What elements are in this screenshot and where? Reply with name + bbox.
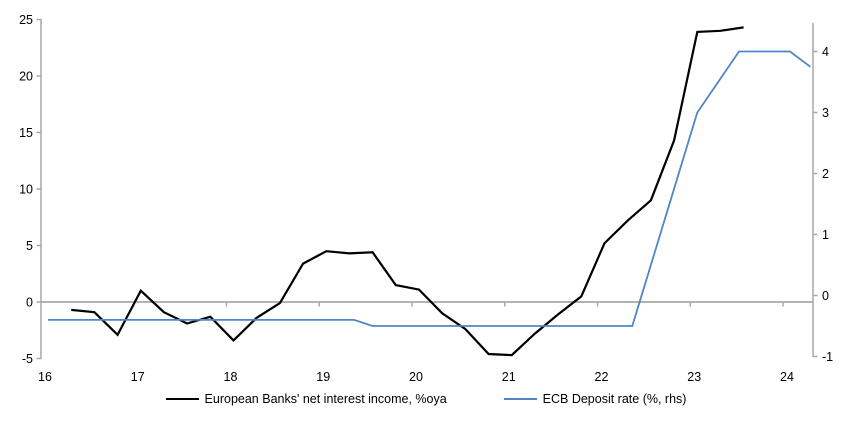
x-tick-label: 16 bbox=[38, 370, 52, 384]
y-right-tick-label: -1 bbox=[822, 350, 833, 364]
chart-legend: European Banks' net interest income, %oy… bbox=[0, 393, 852, 406]
legend-line-swatch-black bbox=[165, 398, 199, 401]
x-tick-label: 23 bbox=[687, 370, 701, 384]
y-right-tick-label: 4 bbox=[822, 45, 829, 59]
y-left-tick-label: 15 bbox=[19, 126, 33, 140]
x-tick-label: 17 bbox=[131, 370, 145, 384]
y-right-tick-label: 1 bbox=[822, 228, 829, 242]
y-left-tick-label: 20 bbox=[19, 70, 33, 84]
series-ecb-deposit-rate bbox=[48, 50, 811, 327]
legend-label-net-interest-income: European Banks' net interest income, %oy… bbox=[204, 392, 447, 406]
series-net-interest-income bbox=[71, 26, 744, 357]
legend-line-swatch-blue bbox=[503, 398, 537, 401]
y-right-tick-label: 3 bbox=[822, 106, 829, 120]
x-tick-label: 21 bbox=[502, 370, 516, 384]
x-tick-label: 19 bbox=[316, 370, 330, 384]
x-tick-label: 18 bbox=[224, 370, 238, 384]
x-tick-label: 22 bbox=[595, 370, 609, 384]
y-right-tick-label: 0 bbox=[822, 289, 829, 303]
legend-item-ecb-deposit-rate: ECB Deposit rate (%, rhs) bbox=[503, 392, 687, 406]
y-left-tick-label: 5 bbox=[26, 239, 33, 253]
x-tick-label: 20 bbox=[409, 370, 423, 384]
legend-label-ecb-deposit-rate: ECB Deposit rate (%, rhs) bbox=[542, 392, 687, 406]
y-left-tick-label: 25 bbox=[19, 13, 33, 27]
y-left-tick-label: 0 bbox=[26, 296, 33, 310]
x-tick-label: 24 bbox=[780, 370, 794, 384]
y-left-tick-label: 10 bbox=[19, 183, 33, 197]
legend-item-net-interest-income: European Banks' net interest income, %oy… bbox=[165, 392, 447, 406]
y-right-tick-label: 2 bbox=[822, 167, 829, 181]
y-left-tick-label: -5 bbox=[22, 352, 33, 366]
